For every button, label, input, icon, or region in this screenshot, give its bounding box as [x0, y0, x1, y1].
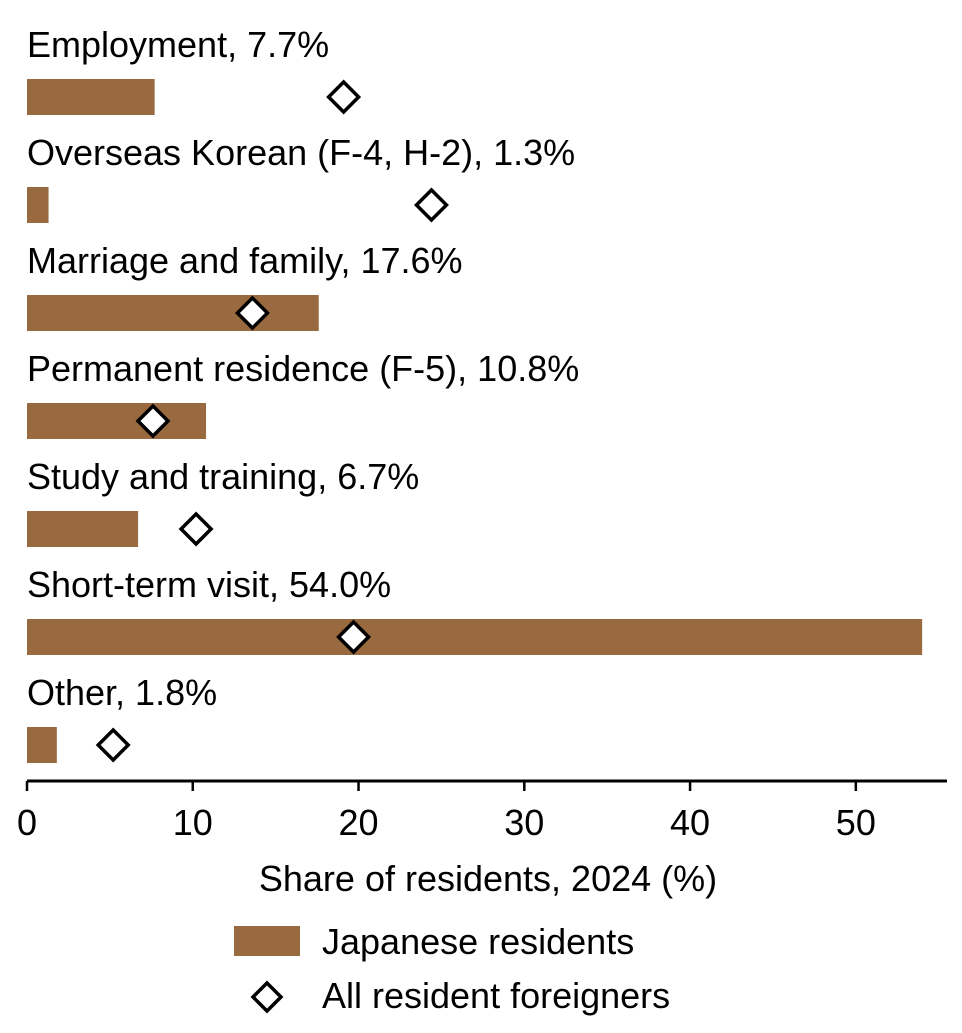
bars-layer [27, 79, 923, 763]
diamond-marker-employment [326, 79, 362, 115]
category-label-marriage-and-family: Marriage and family, 17.6% [27, 240, 463, 281]
x-tick-label-40: 40 [670, 802, 710, 843]
bar-overseas-korean-f-4 [27, 187, 49, 223]
x-axis-title: Share of residents, 2024 (%) [259, 858, 717, 899]
legend-diamond-swatch [250, 980, 284, 1014]
category-labels: Employment, 7.7% Overseas Korean (F-4, H-… [27, 24, 579, 713]
diamond-marker-marriage-and-family [234, 295, 270, 331]
category-label-short-term-visit: Short-term visit, 54.0% [27, 564, 391, 605]
bar-other [27, 727, 57, 763]
legend: Japanese residents All resident foreigne… [234, 921, 670, 1016]
bar-employment [27, 79, 155, 115]
legend-bar-swatch [234, 926, 300, 956]
diamond-marker-other [95, 727, 131, 763]
bar-marriage-and-family [27, 295, 319, 331]
x-tick-label-50: 50 [836, 802, 876, 843]
x-tick-label-0: 0 [17, 802, 37, 843]
diamond-marker-overseas-korean-f-4 [413, 187, 449, 223]
x-axis: 0 10 20 30 40 50 [17, 779, 947, 843]
markers-layer [95, 79, 449, 763]
category-label-employment: Employment, 7.7% [27, 24, 329, 65]
x-tick-label-30: 30 [504, 802, 544, 843]
legend-label-japanese-residents: Japanese residents [322, 921, 634, 962]
diamond-marker-study-and-training [178, 511, 214, 547]
bar-short-term-visit [27, 619, 923, 655]
category-label-permanent-residence-f-5: Permanent residence (F-5), 10.8% [27, 348, 579, 389]
x-tick-label-20: 20 [339, 802, 379, 843]
category-label-overseas-korean-f-4: Overseas Korean (F-4, H-2), 1.3% [27, 132, 575, 173]
category-label-study-and-training: Study and training, 6.7% [27, 456, 419, 497]
category-label-other: Other, 1.8% [27, 672, 217, 713]
legend-label-all-resident-foreigners: All resident foreigners [322, 975, 670, 1016]
bar-permanent-residence-f-5 [27, 403, 207, 439]
bar-study-and-training [27, 511, 139, 547]
diamond-marker-short-term-visit [336, 619, 372, 655]
x-tick-label-10: 10 [173, 802, 213, 843]
diamond-marker-permanent-residence-f-5 [135, 403, 171, 439]
